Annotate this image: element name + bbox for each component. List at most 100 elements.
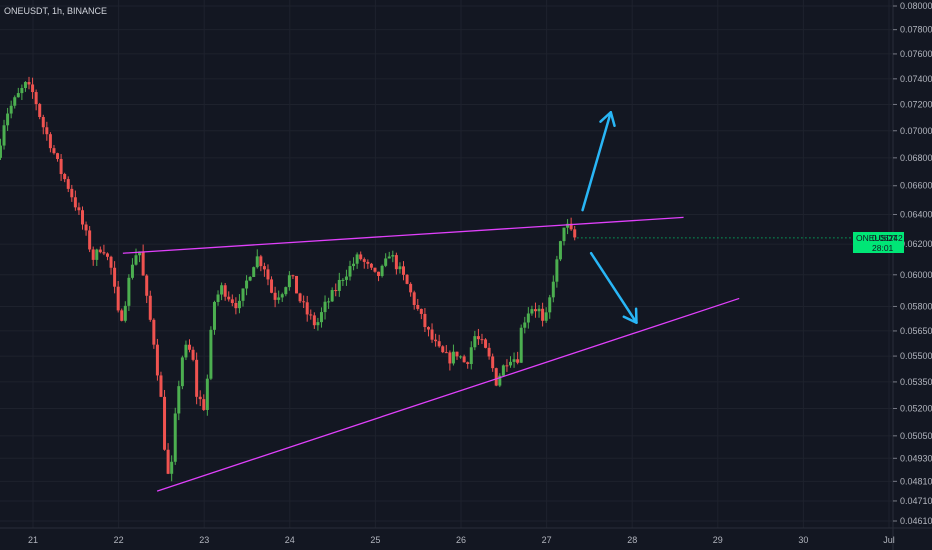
candle-body (56, 153, 60, 159)
candle-body (462, 356, 466, 363)
candle-body (430, 329, 434, 340)
y-tick-label: 0.05650 (900, 326, 932, 336)
candle-body (266, 269, 270, 280)
time-axis[interactable]: 21 22 23 24 25 26 27 28 29 30 Jul (28, 535, 895, 545)
trendline-lower[interactable] (156, 297, 740, 492)
candle-body (155, 344, 159, 376)
candle-body (409, 283, 413, 293)
candle-body (223, 285, 227, 297)
candle-body (355, 254, 359, 264)
price-badge: ONEUSDT 0.06242 28:01 (853, 232, 904, 253)
candle-body (202, 399, 206, 410)
candle-body (530, 309, 534, 314)
candle-body (441, 346, 445, 353)
trendline-upper[interactable] (122, 216, 684, 254)
candle-body (9, 105, 13, 114)
candle-body (291, 275, 295, 277)
candle-body (280, 294, 284, 298)
price-badge-symbol: ONEUSDT (856, 233, 898, 243)
candle-body (173, 413, 177, 462)
candle-body (494, 368, 498, 386)
y-tick-label: 0.07000 (900, 126, 932, 136)
candle-body (248, 276, 252, 281)
candle-body (255, 256, 259, 268)
candle-body (459, 356, 463, 358)
y-tick-label: 0.06800 (900, 153, 932, 163)
candle-body (491, 356, 495, 369)
x-tick-label: 28 (627, 535, 637, 545)
candle-body (348, 266, 352, 277)
price-badge-price: 0.06242 (872, 233, 903, 243)
candle-body (434, 339, 438, 342)
chart-title: ONEUSDT, 1h, BINANCE (4, 6, 107, 16)
candle-body (205, 378, 209, 410)
drawings[interactable] (122, 111, 893, 492)
candle-body (159, 375, 163, 397)
candle-body (130, 264, 134, 278)
price-badge-box (853, 232, 904, 253)
candle-body (509, 361, 513, 366)
candle-body (95, 249, 99, 260)
y-tick-label: 0.05800 (900, 301, 932, 311)
candle-body (298, 293, 302, 302)
candle-body (448, 352, 452, 364)
candle-body (41, 116, 45, 128)
x-tick-label: 30 (798, 535, 808, 545)
candle-body (145, 275, 149, 296)
candle-body (548, 297, 552, 313)
candle-body (484, 339, 488, 348)
candle-body (16, 93, 20, 98)
candle-body (45, 127, 49, 135)
candle-body (402, 266, 406, 275)
y-tick-label: 0.04710 (900, 496, 932, 506)
candle-body (537, 308, 541, 312)
candle-body (102, 252, 106, 254)
x-tick-label: 26 (456, 535, 466, 545)
candle-body (38, 104, 42, 117)
candle-body (91, 249, 95, 260)
candle-body (551, 281, 555, 298)
candle-body (398, 266, 402, 270)
candle-body (20, 88, 24, 94)
candle-body (77, 207, 81, 211)
candle-body (0, 145, 2, 158)
candle-body (566, 223, 570, 228)
arrow-head (622, 307, 638, 324)
arrow-breakdown[interactable] (589, 251, 638, 324)
candle-body (81, 210, 85, 225)
candle-body (555, 259, 559, 282)
candle-body (220, 285, 224, 295)
x-tick-label: 29 (713, 535, 723, 545)
candle-body (234, 303, 238, 309)
price-axis[interactable]: 0.08000 0.07800 0.07600 0.07400 0.07200 0.070… (893, 1, 932, 526)
candle-body (198, 396, 202, 400)
x-tick-label: 27 (542, 535, 552, 545)
candle-body (34, 92, 38, 105)
candle-body (209, 329, 213, 379)
y-tick-label: 0.08000 (900, 1, 932, 11)
y-tick-label: 0.04810 (900, 476, 932, 486)
candle-body (13, 97, 17, 106)
candle-body (473, 336, 477, 348)
candle-body (416, 305, 420, 309)
candle-body (216, 294, 220, 302)
candle-body (334, 290, 338, 292)
y-tick-label: 0.07600 (900, 49, 932, 59)
candle-body (188, 344, 192, 350)
candle-body (123, 305, 127, 321)
candle-body (227, 296, 231, 300)
candle-body (59, 158, 63, 175)
candle-body (270, 279, 274, 293)
candle-body (352, 263, 356, 267)
candle-body (134, 255, 138, 265)
x-tick-label: 23 (199, 535, 209, 545)
candle-body (70, 188, 74, 198)
candle-body (252, 267, 256, 277)
candle-body (141, 251, 145, 276)
candle-body (327, 301, 331, 303)
y-tick-label: 0.04930 (900, 453, 932, 463)
candle-body (451, 351, 455, 364)
candle-body (391, 255, 395, 257)
arrow-breakout-up[interactable] (581, 111, 616, 212)
